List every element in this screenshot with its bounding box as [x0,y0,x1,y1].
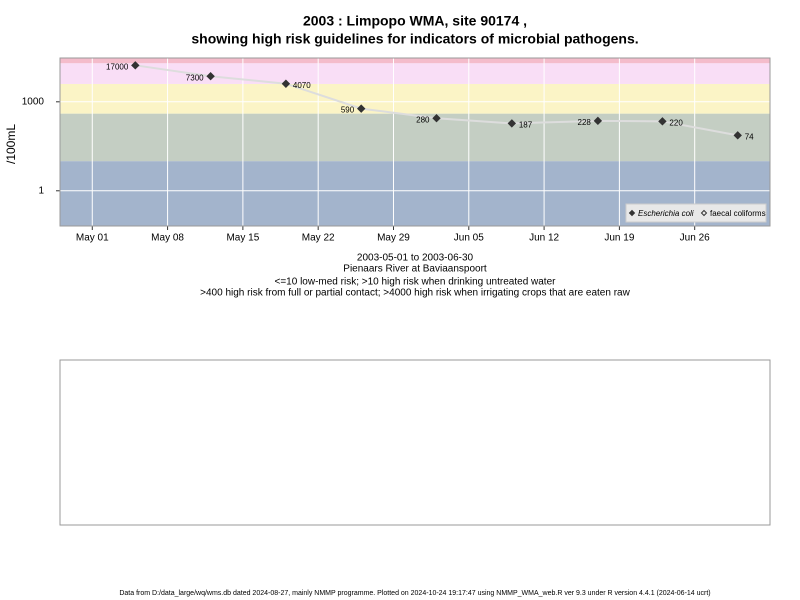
legend-label: Escherichia coli [638,209,694,218]
data-label: 228 [578,118,592,127]
x-tick-label: Jun 19 [604,233,634,244]
data-label: 4070 [293,81,311,90]
x-tick-label: May 08 [151,233,184,244]
data-point [507,119,517,128]
data-label: 590 [341,106,355,115]
y-tick-label: 1000 [22,96,45,107]
data-point [357,104,366,113]
data-point [593,116,603,126]
note: Pienaars River at Baviaanspoort [343,264,487,275]
data-label: 187 [519,121,533,130]
x-tick-label: May 22 [302,233,335,244]
risk-band [60,63,770,84]
data-label: 220 [669,118,683,127]
risk-band [60,58,770,64]
note: <=10 low-med risk; >10 high risk when dr… [275,277,557,288]
data-point [131,61,140,70]
x-tick-label: May 01 [76,233,109,244]
data-point [281,79,291,88]
footer: Data from D:/data_large/wq/wms.db dated … [119,590,710,597]
data-point [658,117,667,126]
legend-box [625,203,767,223]
data-label: 74 [745,132,754,141]
chart-subtitle: showing high risk guidelines for indicat… [191,31,638,47]
plot-frame [59,57,771,227]
data-point [432,114,441,123]
x-tick-label: Jun 12 [529,233,559,244]
x-tick-label: Jun 26 [680,233,710,244]
data-point [206,71,215,81]
data-label: 17000 [106,62,129,71]
data-point [733,131,742,140]
legend-marker [628,209,636,217]
x-tick-label: May 15 [226,233,259,244]
data-label: 280 [416,115,430,124]
risk-band [60,83,770,114]
empty-panel [59,359,771,526]
note: 2003-05-01 to 2003-06-30 [357,253,474,264]
chart-title: 2003 : Limpopo WMA, site 90174 , [303,13,527,29]
note: >400 high risk from full or partial cont… [200,288,630,299]
legend-marker [700,209,708,217]
legend-label: faecal coliforms [710,209,766,218]
x-tick-label: May 29 [377,233,410,244]
y-tick-label: 1 [38,185,44,196]
y-axis-label: /100mL [4,124,18,164]
data-label: 7300 [186,73,204,82]
x-tick-label: Jun 05 [454,233,484,244]
